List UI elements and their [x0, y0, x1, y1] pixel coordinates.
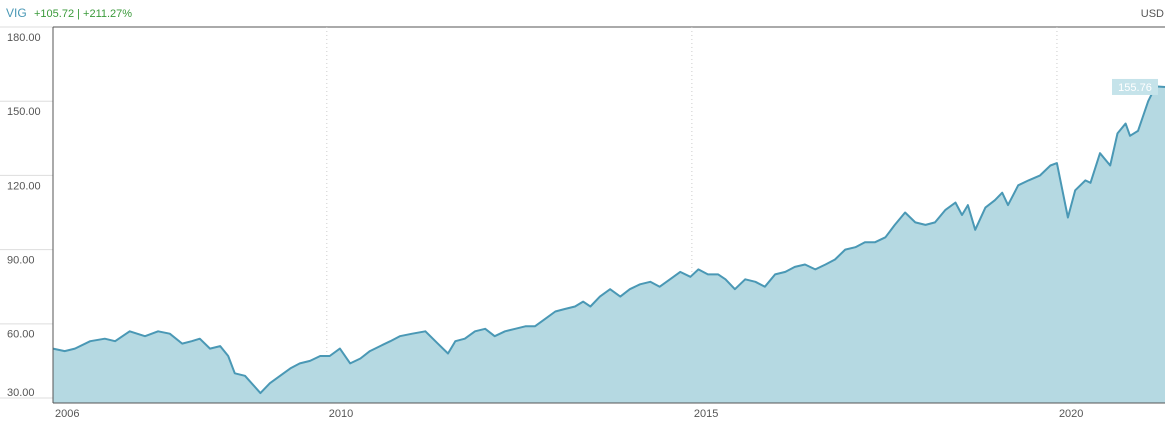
x-tick-label: 2015 — [694, 408, 718, 420]
y-tick-label: 180.00 — [7, 32, 41, 44]
x-tick-label: 2020 — [1059, 408, 1083, 420]
last-value-box — [1112, 78, 1158, 95]
y-tick-label: 60.00 — [7, 329, 35, 341]
x-tick-label: 2010 — [329, 408, 353, 420]
y-tick-label: 120.00 — [7, 180, 41, 192]
y-tick-label: 150.00 — [7, 106, 41, 118]
currency: USD — [1141, 8, 1164, 20]
last-value-label: 155.76 — [1118, 82, 1152, 94]
area-fill — [53, 86, 1165, 404]
y-tick-label: 90.00 — [7, 255, 35, 267]
ticker: VIG — [6, 6, 27, 20]
y-tick-label: 30.00 — [7, 387, 35, 399]
change: +105.72 | +211.27% — [34, 8, 132, 20]
line — [52, 85, 1166, 395]
x-tick-label: 2006 — [55, 408, 79, 420]
